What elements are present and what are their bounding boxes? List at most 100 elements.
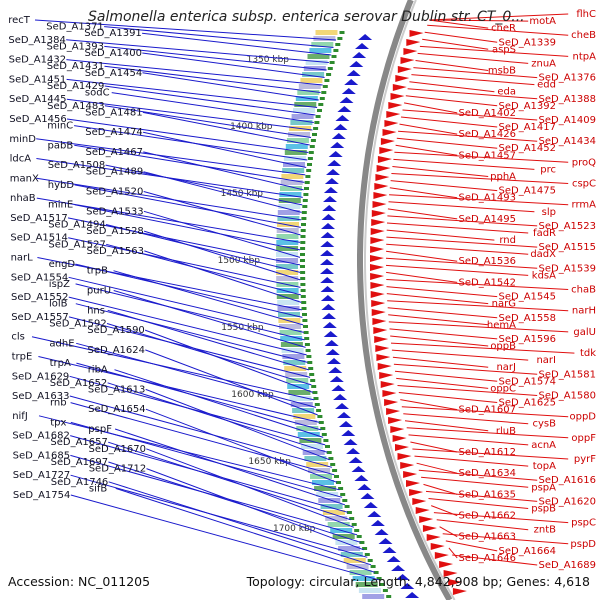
feature-tile xyxy=(358,588,381,593)
gene-leader-right xyxy=(386,250,458,262)
left-strand-arrow xyxy=(357,484,372,490)
gene-leader-right xyxy=(402,109,538,121)
gene-label-right: eda xyxy=(497,87,516,98)
feature-tile xyxy=(279,192,302,197)
gc-marker xyxy=(320,427,326,430)
gene-leader-right xyxy=(400,116,498,128)
gene-leader-right xyxy=(412,448,569,460)
gene-label-right: SeD_A1646 xyxy=(459,553,517,564)
feature-tile xyxy=(276,294,299,299)
position-tick-label: 1650 kbp xyxy=(248,457,291,467)
gc-marker xyxy=(349,517,355,520)
feature-tile xyxy=(280,180,303,185)
feature-tile xyxy=(276,276,299,281)
right-strand-arrow xyxy=(392,84,407,91)
gene-leader-left xyxy=(144,250,302,303)
gc-marker xyxy=(301,307,307,310)
gene-label-left: hns xyxy=(87,305,105,316)
feature-tile xyxy=(277,210,300,215)
right-strand-arrow xyxy=(372,318,387,325)
gene-label-left: SeD_A1481 xyxy=(85,107,143,118)
gene-label-left: SeD_A1520 xyxy=(86,187,143,198)
position-tick-label: 1400 kbp xyxy=(230,122,273,132)
gene-leader-left xyxy=(113,270,304,326)
gc-marker xyxy=(354,529,360,532)
gc-marker xyxy=(313,397,319,400)
gene-label-right: pspD xyxy=(570,539,596,550)
gene-leader-left xyxy=(142,72,319,101)
gene-leader-left xyxy=(107,382,328,453)
feature-tile xyxy=(298,84,321,89)
gc-marker xyxy=(335,43,341,46)
left-strand-arrow xyxy=(346,448,361,454)
gene-label-left: engD xyxy=(49,259,76,270)
gene-leader-right xyxy=(393,158,535,170)
feature-tile xyxy=(277,300,300,305)
gc-marker xyxy=(303,193,309,196)
feature-tile xyxy=(276,240,299,245)
gene-leader-right xyxy=(429,19,529,22)
gene-label-right: SeD_A1376 xyxy=(539,73,597,84)
gene-leader-right xyxy=(404,102,458,114)
gene-label-left: SeD_A1633 xyxy=(12,391,70,402)
gene-leader-right xyxy=(385,257,538,269)
gc-marker xyxy=(325,445,330,448)
gene-label-right: SeD_A1409 xyxy=(539,115,597,126)
gene-label-left: SeD_A1384 xyxy=(8,35,66,46)
gene-label-right: dadX xyxy=(530,249,556,260)
right-strand-arrow xyxy=(390,93,405,100)
feature-tile xyxy=(283,360,306,365)
feature-tile xyxy=(355,582,378,587)
gc-marker xyxy=(359,541,365,544)
gene-leader-left xyxy=(105,224,301,273)
gene-label-left: SeD_A1393 xyxy=(47,41,105,52)
gene-label-right: pspC xyxy=(571,518,596,529)
gene-leader-right xyxy=(429,19,489,29)
gene-label-right: prc xyxy=(540,164,556,175)
right-strand-arrow xyxy=(439,561,454,568)
left-strand-arrow xyxy=(337,106,352,112)
gene-leader-right xyxy=(390,335,489,347)
gene-leader-right xyxy=(397,385,538,396)
gene-label-left: SeD_A1670 xyxy=(89,444,147,455)
gene-label-right: SeD_A1596 xyxy=(499,334,557,345)
gene-leader-right xyxy=(387,300,569,312)
left-strand-arrow xyxy=(324,340,339,346)
feature-tile xyxy=(309,48,332,53)
left-strand-arrow xyxy=(328,151,343,157)
gene-label-right: SeD_A1392 xyxy=(499,101,557,112)
right-strand-arrow xyxy=(370,237,385,244)
right-strand-arrow xyxy=(412,498,427,505)
feature-tile xyxy=(276,264,298,269)
gene-leader-left xyxy=(142,32,332,56)
gene-leader-right xyxy=(422,38,489,50)
gene-leader-left xyxy=(38,356,320,423)
right-strand-arrow xyxy=(370,264,384,271)
gene-label-right: edd xyxy=(537,80,556,91)
gc-marker xyxy=(326,451,332,454)
feature-tile xyxy=(288,390,311,395)
feature-tile xyxy=(300,78,323,83)
gene-leader-right xyxy=(387,208,458,220)
gene-label-right: SeD_A1574 xyxy=(499,376,557,387)
right-strand-arrow xyxy=(400,57,415,64)
right-strand-arrow xyxy=(379,372,394,379)
gene-label-left: SeD_A1456 xyxy=(9,114,66,125)
gene-label-left: ispZ xyxy=(49,279,70,290)
gene-label-right: fadR xyxy=(533,228,556,239)
gene-label-right: SeD_A1612 xyxy=(459,447,517,458)
feature-tile xyxy=(318,498,341,503)
feature-tile xyxy=(304,456,327,461)
gene-leader-left xyxy=(66,78,318,108)
gene-leader-left xyxy=(66,118,309,153)
gc-marker xyxy=(322,85,328,88)
right-strand-arrow xyxy=(374,336,389,343)
gene-label-left: ldcA xyxy=(10,154,32,165)
left-strand-arrow xyxy=(320,277,335,283)
left-strand-arrow xyxy=(320,295,335,301)
gene-leader-left xyxy=(69,395,333,468)
right-strand-arrow xyxy=(373,192,388,199)
gene-label-right: pspA xyxy=(531,482,556,493)
gene-label-left: trpE xyxy=(12,352,33,363)
left-strand-arrow xyxy=(339,97,354,103)
